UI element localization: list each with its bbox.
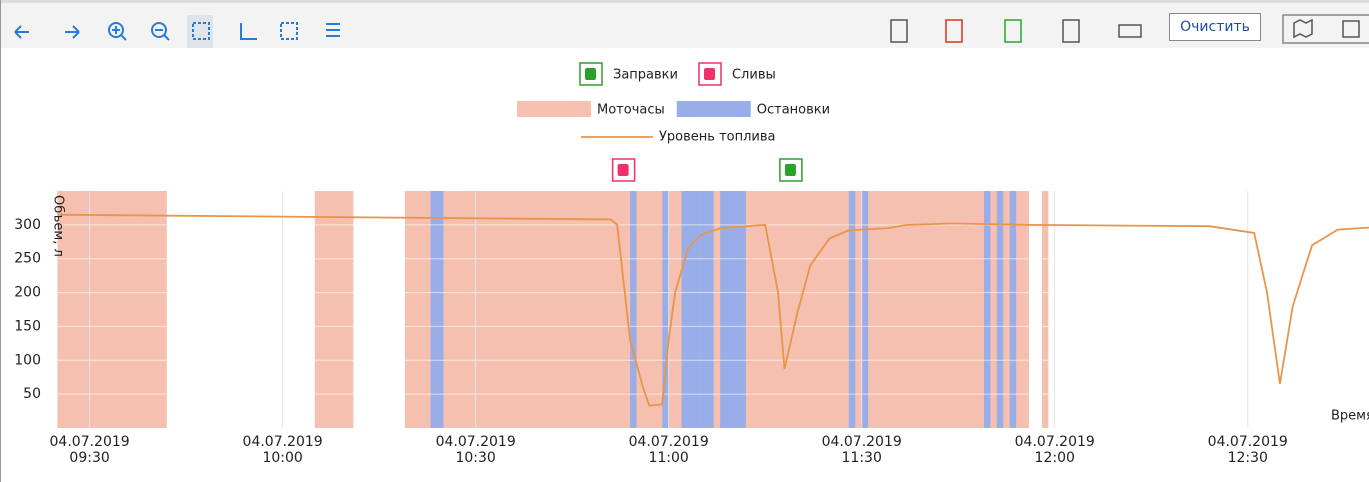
legend-icon-glyph [585,68,596,80]
clear-button[interactable]: Очистить [1169,13,1261,41]
legend-label: Сливы [732,68,776,83]
y-tick-label: 250 [14,251,41,267]
forward-icon[interactable] [65,25,80,39]
y-tick-label: 50 [23,386,41,402]
table-icon[interactable] [890,19,908,43]
x-tick-date: 04.07.2019 [436,434,516,450]
fit-icon[interactable] [280,22,298,40]
legend-label: Уровень топлива [659,130,776,145]
x-tick-time: 10:30 [455,450,495,466]
print-icon[interactable] [1118,24,1142,38]
x-tick-date: 04.07.2019 [50,434,130,450]
legend-label: Остановки [757,103,830,118]
x-tick-time: 11:30 [842,450,882,466]
interval-band [430,191,444,428]
y-tick-label: 150 [14,318,41,334]
interval-band [720,191,746,428]
interval-band [983,191,991,428]
x-tick-label: 04.07.2019 11:00 [629,434,709,466]
legend-label: Заправки [613,68,678,83]
toolbar: Очистить [1,0,1369,48]
axis-icon[interactable] [240,23,257,40]
x-tick-label: 04.07.2019 12:30 [1208,434,1288,466]
x-tick-label: 04.07.2019 09:30 [50,434,130,466]
x-tick-time: 12:00 [1035,450,1075,466]
pdf-icon[interactable] [945,19,963,43]
x-tick-date: 04.07.2019 [243,434,323,450]
interval-band [57,191,167,428]
event-marker-glyph [784,164,796,176]
x-tick-time: 11:00 [648,450,688,466]
interval-band [1009,191,1017,428]
import-icon[interactable] [1062,19,1080,43]
x-tick-date: 04.07.2019 [1208,434,1288,450]
zoom-in-icon[interactable] [108,22,124,38]
interval-band [861,191,869,428]
x-tick-date: 04.07.2019 [822,434,902,450]
interval-band [848,191,856,428]
x-tick-time: 09:30 [69,450,109,466]
interval-band [662,191,669,428]
x-tick-label: 04.07.2019 12:00 [1015,434,1095,466]
interval-band [1041,191,1049,428]
y-tick-label: 200 [14,285,41,301]
legend-icon-glyph [703,68,715,80]
interval-band [404,191,1029,428]
x-tick-label: 04.07.2019 11:30 [822,434,902,466]
interval-band [681,191,701,428]
zoom-out-icon[interactable] [151,22,167,38]
back-icon[interactable] [14,25,29,39]
y-tick-label: 300 [14,217,41,233]
view-switch[interactable] [1282,14,1369,44]
interval-band [314,191,354,428]
x-tick-label: 04.07.2019 10:30 [436,434,516,466]
list-icon[interactable] [326,23,340,37]
fuel-line [57,213,1369,407]
select-icon[interactable] [192,22,210,40]
x-tick-date: 04.07.2019 [629,434,709,450]
y-axis-label: Объем, л [51,195,66,257]
x-tick-label: 04.07.2019 10:00 [243,434,323,466]
interval-band [630,191,637,428]
event-marker-glyph [617,164,629,176]
interval-band [996,191,1004,428]
legend-label: Моточасы [597,103,665,118]
y-tick-label: 100 [14,352,41,368]
x-tick-date: 04.07.2019 [1015,434,1095,450]
interval-band [700,191,714,428]
legend-swatch [676,101,751,117]
toolbar-icons [14,14,1369,48]
legend-swatch [517,101,591,117]
excel-icon[interactable] [1004,19,1022,43]
x-axis-label: Время [1331,409,1369,424]
x-tick-time: 10:00 [262,450,302,466]
x-tick-time: 12:30 [1228,450,1268,466]
